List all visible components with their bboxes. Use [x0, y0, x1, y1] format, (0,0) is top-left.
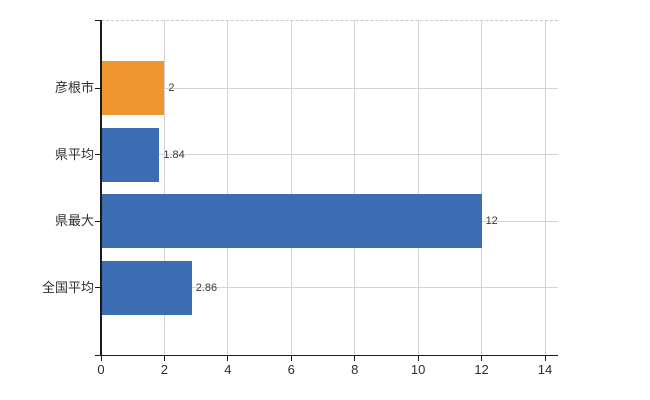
- vertical-gridline: [417, 20, 419, 355]
- y-axis-tick: [95, 19, 101, 21]
- x-tick-label: 0: [97, 362, 105, 377]
- x-axis-tick: [163, 355, 165, 361]
- x-tick-label: 2: [160, 362, 169, 377]
- horizontal-gridline: [101, 287, 558, 288]
- plot-top-border: [101, 20, 558, 21]
- vertical-gridline: [290, 20, 292, 355]
- y-axis-tick: [95, 154, 101, 155]
- x-tick-label: 12: [474, 362, 489, 377]
- vertical-gridline: [354, 20, 356, 355]
- bar-value-label: 12: [485, 215, 498, 227]
- horizontal-gridline: [101, 154, 558, 155]
- horizontal-gridline: [101, 87, 558, 89]
- x-axis-tick: [227, 355, 229, 361]
- bar-value-label: 1.84: [163, 148, 185, 161]
- vertical-gridline: [481, 20, 483, 355]
- x-tick-label: 10: [410, 362, 426, 377]
- x-axis-tick: [417, 355, 419, 361]
- bar-value-label: 2: [168, 82, 175, 94]
- x-axis-tick: [100, 355, 102, 361]
- x-axis-tick: [354, 355, 356, 361]
- category-label: 県平均: [54, 146, 94, 162]
- x-tick-label: 6: [287, 362, 295, 377]
- x-axis-tick: [481, 355, 483, 361]
- x-tick-label: 4: [224, 362, 232, 377]
- category-label: 県最大: [54, 213, 94, 228]
- x-tick-label: 8: [351, 362, 359, 377]
- x-axis-tick: [290, 355, 292, 361]
- bar: [101, 260, 192, 315]
- y-axis-tick: [95, 220, 101, 222]
- x-axis-tick: [544, 355, 546, 361]
- x-tick-label: 14: [537, 362, 553, 377]
- y-axis-tick: [95, 287, 101, 288]
- vertical-gridline: [227, 20, 229, 355]
- category-label: 彦根市: [54, 80, 94, 95]
- bar-value-label: 2.86: [195, 281, 218, 294]
- bar: [101, 194, 482, 248]
- vertical-gridline: [163, 20, 165, 355]
- x-axis-line: [95, 354, 558, 356]
- y-axis-line: [100, 20, 102, 355]
- category-label: 全国平均: [41, 279, 94, 295]
- y-axis-tick: [95, 87, 101, 89]
- vertical-gridline: [544, 20, 546, 355]
- bar: [101, 127, 160, 182]
- bar: [101, 61, 165, 115]
